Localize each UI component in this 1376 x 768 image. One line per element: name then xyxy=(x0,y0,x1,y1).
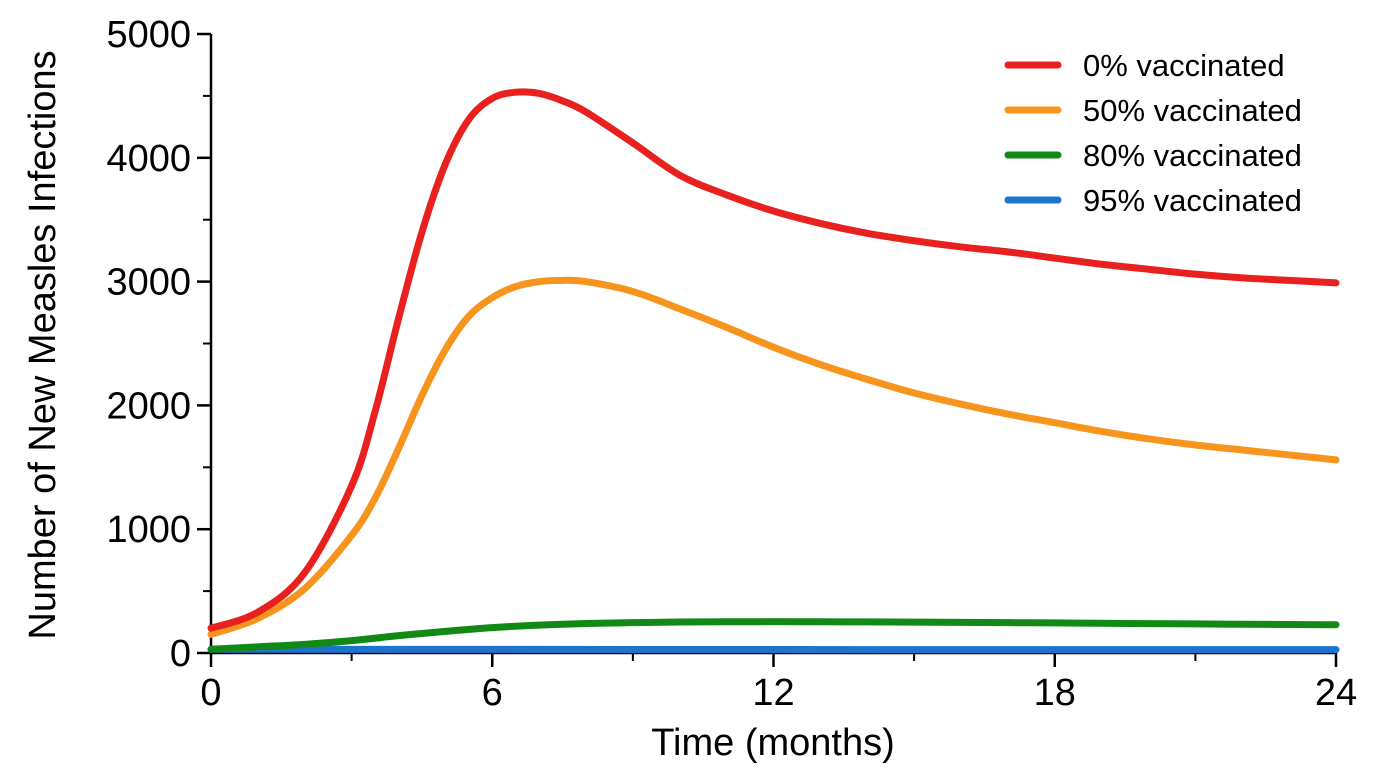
legend-label: 80% vaccinated xyxy=(1083,138,1302,173)
x-tick-label: 0 xyxy=(200,672,221,714)
legend: 0% vaccinated 50% vaccinated 80% vaccinate… xyxy=(1004,48,1302,218)
series-line xyxy=(207,88,1340,632)
y-tick-label: 2000 xyxy=(106,385,191,427)
x-tick-label: 6 xyxy=(482,672,503,714)
ticks xyxy=(197,32,1338,667)
y-tick-label: 1000 xyxy=(106,509,191,551)
legend-label: 0% vaccinated xyxy=(1083,48,1285,83)
series-line xyxy=(207,618,1340,653)
x-axis-title: Time (months) xyxy=(651,722,895,764)
x-tick-label: 24 xyxy=(1315,672,1357,714)
y-tick-label: 3000 xyxy=(106,262,191,304)
legend-label: 50% vaccinated xyxy=(1083,93,1302,128)
series-lines xyxy=(207,88,1340,654)
x-tick-label: 12 xyxy=(752,672,794,714)
y-axis-title: Number of New Measles Infections xyxy=(22,50,64,639)
y-tick-label: 5000 xyxy=(106,14,191,56)
series-line xyxy=(207,276,1340,638)
x-tick-label: 18 xyxy=(1034,672,1076,714)
tick-labels: 0 1000 2000 3000 4000 5000 0 6 12 18 24 xyxy=(106,14,1357,714)
y-tick-label: 4000 xyxy=(106,138,191,180)
legend-label: 95% vaccinated xyxy=(1083,183,1302,218)
y-tick-label: 0 xyxy=(170,633,191,675)
